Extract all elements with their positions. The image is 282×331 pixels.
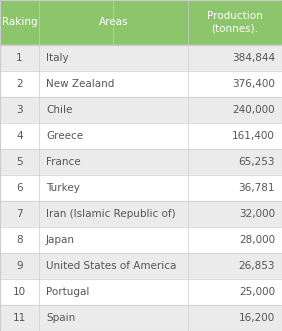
- Text: 28,000: 28,000: [239, 235, 275, 245]
- Bar: [39, 201, 188, 227]
- Bar: [39, 149, 188, 175]
- Bar: [0, 279, 39, 305]
- Bar: [188, 279, 282, 305]
- Text: Spain: Spain: [46, 313, 75, 323]
- Bar: [188, 227, 282, 253]
- Text: 7: 7: [16, 209, 23, 219]
- Text: 36,781: 36,781: [239, 183, 275, 193]
- Text: 11: 11: [13, 313, 26, 323]
- Text: 5: 5: [16, 157, 23, 167]
- Text: Turkey: Turkey: [46, 183, 80, 193]
- Text: Greece: Greece: [46, 131, 83, 141]
- Text: 161,400: 161,400: [232, 131, 275, 141]
- Text: 65,253: 65,253: [239, 157, 275, 167]
- Text: Portugal: Portugal: [46, 287, 89, 297]
- Bar: [188, 97, 282, 123]
- Bar: [188, 305, 282, 331]
- Bar: [0, 253, 39, 279]
- Bar: [0, 227, 39, 253]
- Bar: [0, 45, 39, 71]
- Bar: [39, 175, 188, 201]
- Text: 384,844: 384,844: [232, 53, 275, 63]
- Text: 1: 1: [16, 53, 23, 63]
- Bar: [39, 279, 188, 305]
- Text: United States of America: United States of America: [46, 261, 176, 271]
- Text: 6: 6: [16, 183, 23, 193]
- Bar: [0, 0, 39, 45]
- Bar: [39, 45, 188, 71]
- Text: 2: 2: [16, 79, 23, 89]
- Bar: [188, 149, 282, 175]
- Text: 9: 9: [16, 261, 23, 271]
- Text: 10: 10: [13, 287, 26, 297]
- Bar: [0, 175, 39, 201]
- Bar: [39, 97, 188, 123]
- Text: Chile: Chile: [46, 105, 72, 115]
- Text: Raking: Raking: [2, 17, 37, 27]
- Bar: [188, 45, 282, 71]
- Text: 25,000: 25,000: [239, 287, 275, 297]
- Bar: [39, 227, 188, 253]
- Text: Iran (Islamic Republic of): Iran (Islamic Republic of): [46, 209, 176, 219]
- Bar: [39, 123, 188, 149]
- Bar: [0, 149, 39, 175]
- Text: France: France: [46, 157, 81, 167]
- Bar: [39, 305, 188, 331]
- Bar: [188, 175, 282, 201]
- Text: 16,200: 16,200: [239, 313, 275, 323]
- Bar: [188, 253, 282, 279]
- Bar: [0, 71, 39, 97]
- Text: 32,000: 32,000: [239, 209, 275, 219]
- Bar: [0, 123, 39, 149]
- Bar: [188, 123, 282, 149]
- Bar: [188, 201, 282, 227]
- Text: 240,000: 240,000: [232, 105, 275, 115]
- Bar: [188, 71, 282, 97]
- Text: Production
(tonnes).: Production (tonnes).: [207, 11, 263, 33]
- Bar: [188, 0, 282, 45]
- Bar: [0, 305, 39, 331]
- Bar: [0, 97, 39, 123]
- Bar: [39, 71, 188, 97]
- Text: New Zealand: New Zealand: [46, 79, 114, 89]
- Text: Japan: Japan: [46, 235, 75, 245]
- Bar: [39, 0, 188, 45]
- Text: 8: 8: [16, 235, 23, 245]
- Bar: [39, 253, 188, 279]
- Bar: [0, 201, 39, 227]
- Text: 376,400: 376,400: [232, 79, 275, 89]
- Text: 4: 4: [16, 131, 23, 141]
- Text: 3: 3: [16, 105, 23, 115]
- Text: 26,853: 26,853: [239, 261, 275, 271]
- Text: Italy: Italy: [46, 53, 69, 63]
- Text: Areas: Areas: [98, 17, 128, 27]
